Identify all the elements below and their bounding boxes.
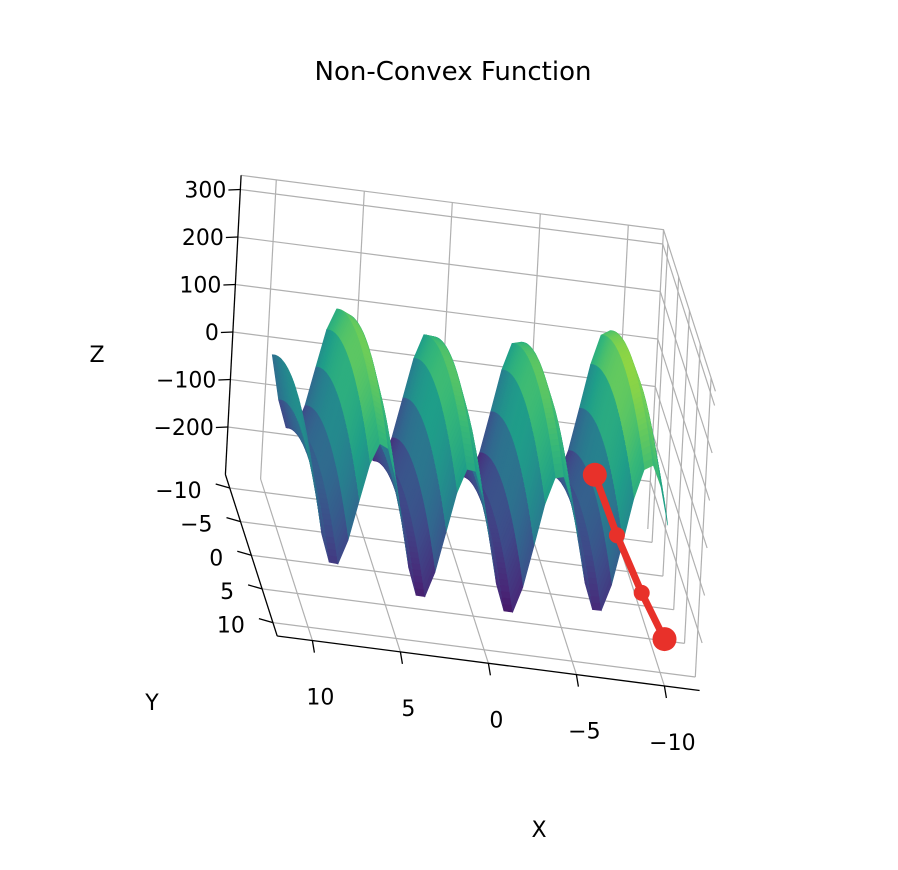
- z-tick-mark: [218, 378, 231, 381]
- grid-line-back-z: [237, 236, 661, 293]
- surface-facet: [591, 602, 602, 611]
- pane-edge-corner: [647, 229, 665, 530]
- path-point: [608, 527, 625, 544]
- z-tick-label: −200: [153, 416, 213, 441]
- z-tick-mark: [220, 331, 233, 334]
- z-axis-label: Z: [89, 343, 104, 368]
- y-tick-mark: [247, 584, 263, 590]
- surface-facet: [327, 555, 339, 565]
- z-tick-mark: [228, 188, 241, 191]
- surface-facet: [589, 589, 600, 598]
- x-tick-mark: [311, 640, 316, 653]
- surface-facet: [414, 588, 426, 597]
- z-tick-mark: [223, 283, 236, 286]
- y-tick-label: 0: [209, 546, 223, 571]
- grid-line-side-y: [673, 310, 691, 610]
- z-axis-line: [224, 175, 242, 475]
- grid-line-floor-y: [262, 588, 685, 644]
- surface-facet: [336, 532, 349, 566]
- y-tick-mark: [258, 617, 274, 624]
- grid-line-side-y: [683, 344, 701, 644]
- z-tick-label: 0: [205, 321, 219, 346]
- axes: 300 200 100 0 −100 −200 −10 −5 0 5 10 10 5 0 −5 −10: [153, 175, 700, 756]
- grid-line-back-z: [240, 188, 663, 245]
- z-tick-mark: [225, 236, 238, 239]
- surface-facet: [502, 603, 514, 613]
- x-tick-mark: [663, 685, 668, 699]
- y-tick-label: 5: [220, 580, 234, 605]
- grid-line-side-z: [662, 243, 716, 406]
- y-tick-label: 10: [217, 614, 245, 639]
- z-tick-label: −100: [156, 369, 216, 394]
- surface-facet: [511, 579, 524, 614]
- z-tick-label: 100: [179, 274, 221, 299]
- grid-line-back-z: [235, 283, 658, 340]
- surface-facet: [659, 480, 669, 526]
- z-tick-label: 300: [184, 179, 226, 204]
- grid-line-side-z: [652, 433, 706, 596]
- grid-line-back-x: [260, 179, 277, 480]
- surface-facet: [423, 564, 436, 598]
- chart-title: Non-Convex Function: [315, 57, 592, 87]
- optimization-path: [582, 462, 677, 652]
- path-point: [582, 462, 607, 487]
- path-line: [591, 471, 668, 643]
- x-tick-label: −10: [649, 731, 695, 756]
- z-tick-mark: [215, 426, 228, 429]
- grid-line-side-z: [654, 386, 708, 549]
- y-tick-mark: [226, 516, 241, 523]
- surface-facet: [553, 469, 565, 479]
- x-tick-label: 0: [489, 708, 503, 733]
- pane-edge-top: [241, 174, 716, 392]
- path-point: [652, 627, 677, 652]
- y-tick-label: −10: [155, 479, 201, 504]
- grid-line-side-z: [649, 481, 703, 644]
- y-tick-mark: [237, 550, 252, 556]
- x-axis-line: [277, 635, 700, 692]
- x-tick-label: −5: [568, 720, 600, 745]
- x-tick-mark: [575, 674, 580, 687]
- y-axis-label: Y: [144, 691, 159, 716]
- grid-line-side-z: [657, 338, 711, 501]
- grid-line-floor-y: [272, 622, 696, 678]
- grid-line-side-z: [659, 291, 713, 454]
- x-tick-mark: [487, 663, 492, 676]
- path-point: [633, 584, 650, 601]
- x-tick-mark: [399, 651, 404, 665]
- grid-line-side-y: [694, 377, 712, 678]
- grid-line-side-y: [662, 276, 680, 577]
- surface-facet: [600, 577, 612, 612]
- y-tick-label: −5: [180, 513, 212, 538]
- grid-line-side-y: [651, 243, 669, 543]
- surface: [271, 308, 669, 614]
- y-tick-mark: [215, 483, 230, 489]
- z-tick-label: 200: [182, 226, 224, 251]
- x-axis-label: X: [531, 818, 546, 843]
- x-tick-label: 5: [401, 697, 415, 722]
- x-tick-label: 10: [306, 686, 334, 711]
